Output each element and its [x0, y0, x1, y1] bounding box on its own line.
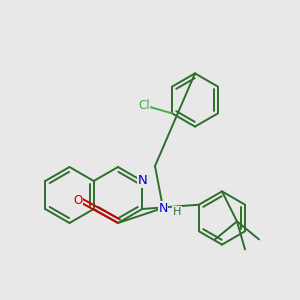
Text: H: H — [173, 207, 181, 217]
Text: N: N — [158, 202, 168, 214]
Text: N: N — [137, 175, 147, 188]
Text: Cl: Cl — [138, 99, 150, 112]
Text: O: O — [74, 194, 82, 208]
